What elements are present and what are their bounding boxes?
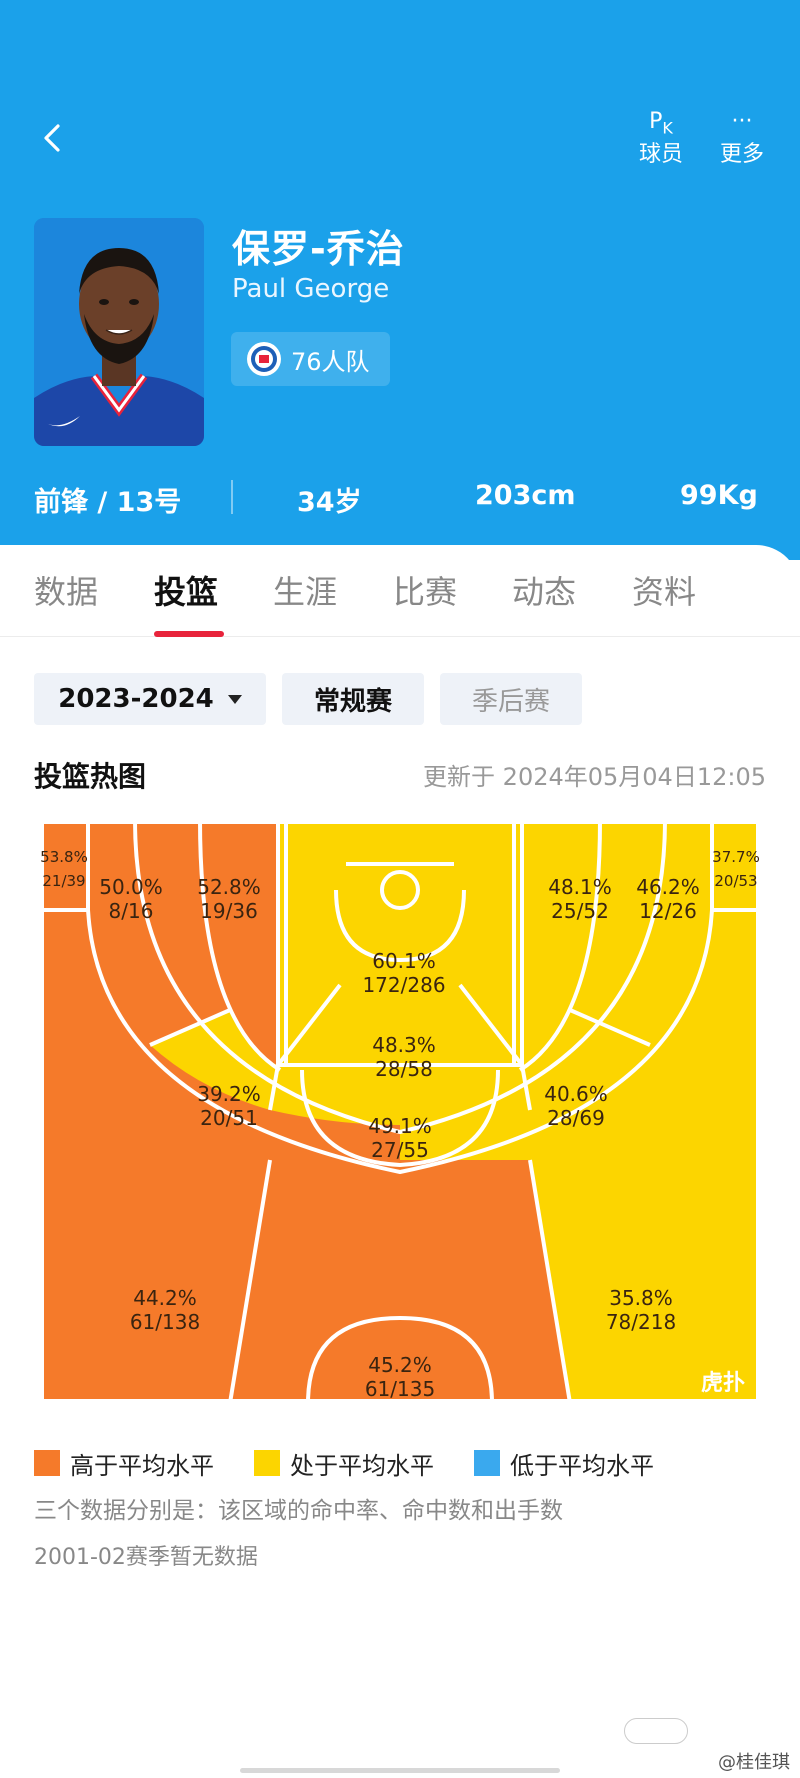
back-button[interactable] bbox=[34, 118, 74, 158]
tab-stats[interactable]: 数据 bbox=[34, 573, 99, 611]
zone-made: 61/138 bbox=[130, 1310, 200, 1334]
season-value: 2023-2024 bbox=[58, 684, 214, 714]
zone-made: 61/135 bbox=[365, 1377, 435, 1401]
hupu-watermark: 虎扑 bbox=[701, 1370, 745, 1396]
zone-pct: 49.1% bbox=[368, 1114, 432, 1138]
zone-pct: 50.0% bbox=[99, 875, 163, 899]
team-name: 76人队 bbox=[291, 347, 370, 376]
zone-labels: 53.8% 21/39 50.0% 8/16 52.8% 19/36 60.1%… bbox=[40, 848, 760, 1401]
zone-made: 172/286 bbox=[362, 973, 445, 997]
player-avatar bbox=[34, 218, 204, 446]
credit-watermark: @桂佳琪 bbox=[718, 1752, 790, 1773]
legend-swatch-average bbox=[254, 1450, 280, 1476]
zone-pct: 37.7% bbox=[712, 848, 760, 866]
more-icon: ··· bbox=[731, 109, 753, 134]
player-weight: 99Kg bbox=[680, 480, 758, 511]
legend-average: 处于平均水平 bbox=[254, 1446, 434, 1481]
team-badge[interactable]: 76人队 bbox=[231, 332, 390, 386]
zone-pct: 45.2% bbox=[368, 1353, 432, 1377]
tab-feed[interactable]: 动态 bbox=[512, 573, 577, 611]
zone-pct: 44.2% bbox=[133, 1286, 197, 1310]
playoff-button[interactable]: 季后赛 bbox=[440, 673, 582, 725]
info-divider bbox=[231, 480, 233, 514]
player-name-cn: 保罗-乔治 bbox=[232, 227, 405, 271]
player-age: 34岁 bbox=[297, 487, 362, 518]
zone-made: 27/55 bbox=[371, 1138, 429, 1162]
content-card: 数据 投篮 生涯 比赛 动态 资料 2023-2024 常规赛 季后赛 投篮热图… bbox=[0, 545, 800, 1778]
shot-heatmap: 53.8% 21/39 50.0% 8/16 52.8% 19/36 60.1%… bbox=[40, 820, 760, 1403]
zone-pct: 52.8% bbox=[197, 875, 261, 899]
legend-swatch-below bbox=[474, 1450, 500, 1476]
zone-made: 78/218 bbox=[606, 1310, 676, 1334]
legend-label-below: 低于平均水平 bbox=[510, 1451, 654, 1480]
legend-swatch-above bbox=[34, 1450, 60, 1476]
pk-icon: PK bbox=[649, 109, 673, 138]
team-logo-icon bbox=[247, 342, 281, 376]
player-header: PK 球员 ··· 更多 保罗-乔治 bbox=[0, 0, 800, 560]
tab-games[interactable]: 比赛 bbox=[393, 573, 458, 611]
player-position: 前锋 / 13号 bbox=[34, 487, 182, 518]
legend-below: 低于平均水平 bbox=[474, 1446, 654, 1481]
weibo-watermark-icon bbox=[624, 1718, 688, 1744]
heatmap-legend: 高于平均水平 处于平均水平 低于平均水平 bbox=[34, 1443, 694, 1483]
zone-made: 20/53 bbox=[714, 872, 757, 890]
tab-profile[interactable]: 资料 bbox=[632, 573, 697, 611]
zone-pct: 46.2% bbox=[636, 875, 700, 899]
zone-made: 19/36 bbox=[200, 899, 258, 923]
chevron-left-icon bbox=[44, 124, 60, 152]
zone-pct: 40.6% bbox=[544, 1082, 608, 1106]
tab-career[interactable]: 生涯 bbox=[273, 573, 338, 611]
legend-above: 高于平均水平 bbox=[34, 1446, 214, 1481]
player-height: 203cm bbox=[475, 480, 576, 511]
zone-pct: 35.8% bbox=[609, 1286, 673, 1310]
zone-pct: 60.1% bbox=[372, 949, 436, 973]
zone-made: 28/58 bbox=[375, 1057, 433, 1081]
zone-made: 28/69 bbox=[547, 1106, 605, 1130]
tab-bar: 数据 投篮 生涯 比赛 动态 资料 bbox=[0, 545, 800, 637]
home-indicator[interactable] bbox=[240, 1768, 560, 1773]
legend-label-average: 处于平均水平 bbox=[290, 1451, 434, 1480]
zone-pct: 39.2% bbox=[197, 1082, 261, 1106]
player-info-row: 前锋 / 13号 34岁 203cm 99Kg bbox=[0, 476, 800, 520]
legend-label-above: 高于平均水平 bbox=[70, 1451, 214, 1480]
zone-made: 20/51 bbox=[200, 1106, 258, 1130]
regular-season-button[interactable]: 常规赛 bbox=[282, 673, 424, 725]
explain-note: 三个数据分别是：该区域的命中率、命中数和出手数 bbox=[34, 1498, 563, 1524]
zone-pct: 53.8% bbox=[40, 848, 88, 866]
more-button[interactable]: ··· 更多 bbox=[707, 104, 777, 184]
zone-pct: 48.1% bbox=[548, 875, 612, 899]
zone-made: 25/52 bbox=[551, 899, 609, 923]
pk-button[interactable]: PK 球员 bbox=[626, 104, 696, 184]
active-tab-indicator bbox=[154, 631, 224, 637]
more-label: 更多 bbox=[719, 142, 764, 167]
zone-made: 12/26 bbox=[639, 899, 697, 923]
player-name-en: Paul George bbox=[232, 274, 390, 304]
zone-made: 21/39 bbox=[42, 872, 85, 890]
update-time: 更新于 2024年05月04日12:05 bbox=[423, 763, 766, 791]
no-data-note: 2001-02赛季暂无数据 bbox=[34, 1545, 258, 1570]
zone-made: 8/16 bbox=[109, 899, 154, 923]
heatmap-title: 投篮热图 bbox=[34, 760, 147, 793]
caret-down-icon bbox=[227, 694, 242, 704]
zone-pct: 48.3% bbox=[372, 1033, 436, 1057]
tab-shooting[interactable]: 投篮 bbox=[154, 573, 219, 611]
season-select[interactable]: 2023-2024 bbox=[34, 673, 266, 725]
pk-label: 球员 bbox=[638, 142, 683, 167]
